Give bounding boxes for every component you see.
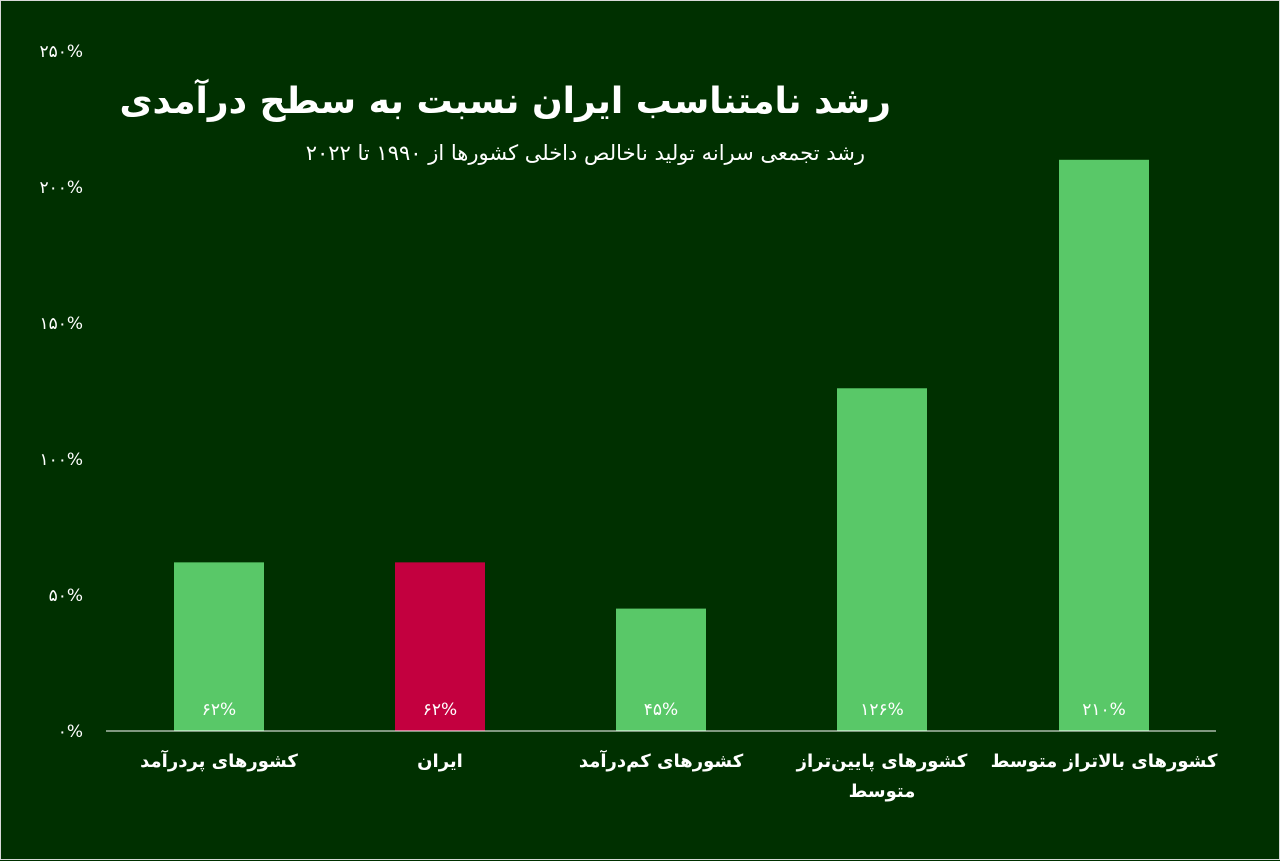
- bar: [1059, 159, 1149, 732]
- y-tick-label: ۱۵۰%: [39, 314, 83, 334]
- y-tick-label: ۵۰%: [49, 586, 83, 606]
- bar: [837, 388, 927, 731]
- bar-value-label: ۱۲۶%: [860, 700, 904, 720]
- x-category-label: ایران: [417, 751, 463, 772]
- y-tick-label: ۰%: [58, 722, 83, 742]
- bar: [395, 562, 485, 731]
- x-category-label: کشورهای بالاتراز متوسط: [991, 751, 1218, 772]
- chart-title: رشد نامتناسب ایران نسبت به سطح درآمدی: [119, 81, 891, 122]
- y-tick-label: ۲۰۰%: [39, 178, 83, 198]
- x-category-label: متوسط: [849, 781, 916, 802]
- x-category-label: کشورهای پایین‌تراز: [796, 751, 968, 772]
- bar-value-label: ۴۵%: [644, 700, 678, 720]
- bar: [174, 562, 264, 731]
- chart-subtitle: رشد تجمعی سرانه تولید ناخالص داخلی کشوره…: [305, 141, 865, 165]
- x-category-label: کشورهای کم‌درآمد: [579, 749, 744, 772]
- x-category-label: کشورهای پردرآمد: [140, 749, 298, 772]
- bar: [616, 608, 706, 731]
- bar-value-label: ۲۱۰%: [1082, 700, 1126, 720]
- bar-value-label: ۶۲%: [202, 700, 236, 720]
- bar-value-label: ۶۲%: [423, 700, 457, 720]
- y-tick-label: ۲۵۰%: [39, 42, 83, 62]
- y-tick-label: ۱۰۰%: [39, 450, 83, 470]
